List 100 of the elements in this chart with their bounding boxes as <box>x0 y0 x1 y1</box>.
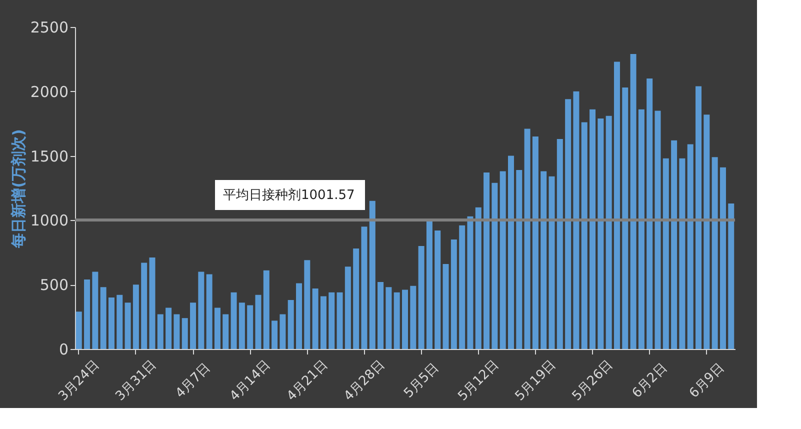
bar <box>132 284 139 349</box>
bar <box>320 296 326 349</box>
bar <box>328 292 335 349</box>
x-tick-label: 5月12日 <box>455 358 502 404</box>
bar <box>124 302 131 349</box>
y-axis-title: 每日新增(万剂次) <box>9 129 28 249</box>
bar <box>190 302 196 349</box>
bar <box>361 226 368 349</box>
bar <box>630 54 636 349</box>
bar <box>418 246 424 349</box>
bar <box>646 78 653 349</box>
x-tick-label: 4月21日 <box>284 358 331 404</box>
bar <box>336 292 343 349</box>
bar <box>288 300 294 349</box>
x-tick-label: 3月31日 <box>113 358 160 404</box>
bar <box>247 305 254 349</box>
x-tick-label: 4月7日 <box>173 360 214 402</box>
bar <box>540 171 547 349</box>
bar <box>598 118 604 349</box>
bar <box>565 99 572 349</box>
bar <box>662 158 669 349</box>
bar <box>222 314 229 349</box>
bar <box>84 279 90 349</box>
bar <box>492 182 498 349</box>
bar <box>369 200 376 349</box>
bar <box>353 248 360 349</box>
x-tick-label: 4月14日 <box>227 358 274 404</box>
bar <box>467 216 474 349</box>
bar <box>410 286 416 349</box>
bar <box>263 270 270 349</box>
bar <box>712 157 718 349</box>
bar <box>141 262 148 349</box>
bar <box>590 109 596 349</box>
x-tick-label: 4月28日 <box>341 358 388 404</box>
ref-line-label: 平均日接种剂1001.57 <box>223 187 355 203</box>
bar <box>76 312 82 349</box>
x-tick-label: 3月24日 <box>56 358 102 404</box>
bar <box>157 314 164 349</box>
bar <box>508 156 514 349</box>
bar <box>654 110 661 349</box>
bar <box>614 62 620 349</box>
bar <box>182 318 188 349</box>
bar <box>230 292 237 349</box>
bar <box>402 290 408 349</box>
bar <box>638 109 644 349</box>
y-tick-label: 500 <box>40 276 68 294</box>
y-tick-label: 2500 <box>30 18 68 36</box>
bar <box>532 136 538 349</box>
bar <box>728 203 734 349</box>
y-tick-label: 1500 <box>30 147 68 166</box>
bar <box>166 308 172 349</box>
y-tick-label: 1000 <box>30 212 68 230</box>
bar <box>442 264 449 349</box>
bar <box>500 171 506 349</box>
bar <box>475 207 482 349</box>
bar <box>581 122 588 349</box>
bar <box>687 144 694 349</box>
bar <box>671 140 678 349</box>
bar <box>296 283 302 349</box>
bar <box>272 320 278 349</box>
bar <box>556 139 563 349</box>
bar <box>426 221 432 349</box>
bar <box>516 170 522 349</box>
bar <box>255 294 262 349</box>
y-tick-label: 2000 <box>30 82 68 101</box>
bar <box>206 274 212 349</box>
bar <box>394 292 400 349</box>
bar <box>149 258 156 349</box>
x-tick-label: 6月9日 <box>686 360 728 402</box>
x-tick-label: 5月5日 <box>401 360 442 402</box>
bar <box>450 240 457 349</box>
bar <box>304 260 310 349</box>
bar <box>312 288 318 349</box>
x-tick-label: 6月2日 <box>630 360 670 402</box>
bar <box>606 116 612 349</box>
bar <box>679 158 686 349</box>
bar <box>174 314 180 349</box>
bar <box>214 308 220 349</box>
bar <box>344 266 351 349</box>
bar <box>696 86 702 349</box>
bar <box>484 172 490 349</box>
x-tick-label: 5月19日 <box>512 358 560 404</box>
bar <box>92 272 98 349</box>
bar <box>720 167 726 349</box>
bar <box>386 287 392 349</box>
bar <box>238 302 245 349</box>
bar <box>378 282 384 349</box>
bar <box>524 128 530 349</box>
bar <box>100 287 106 349</box>
x-tick-label: 5月26日 <box>570 358 616 404</box>
bar <box>116 294 123 349</box>
y-tick-label: 0 <box>58 340 68 358</box>
bar <box>434 230 441 349</box>
bar <box>198 272 204 349</box>
bar <box>280 314 286 349</box>
bar <box>704 114 710 349</box>
bar <box>548 176 555 349</box>
bar <box>459 225 466 349</box>
bar <box>622 88 628 349</box>
bar <box>573 91 580 349</box>
